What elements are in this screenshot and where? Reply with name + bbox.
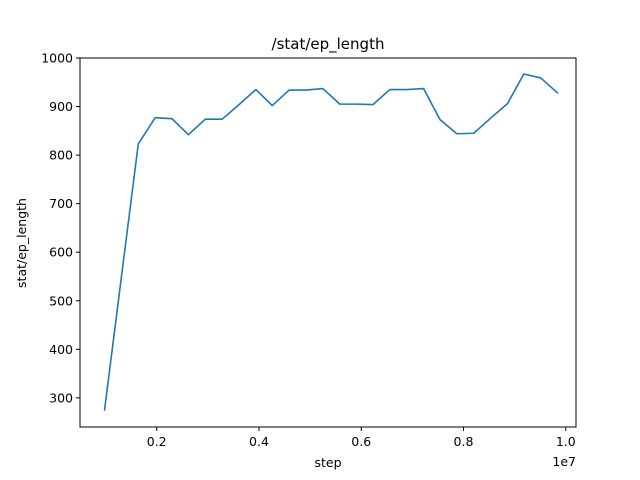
x-tick-label: 0.8	[454, 434, 474, 449]
y-tick-label: 500	[49, 293, 73, 308]
y-tick-label: 900	[49, 99, 73, 114]
y-tick-label: 400	[49, 342, 73, 357]
plot-area	[103, 73, 559, 411]
y-tick-label: 600	[49, 245, 73, 260]
x-tick-label: 0.2	[147, 434, 167, 449]
x-axis-label: step	[314, 455, 341, 470]
y-tick-label: 800	[49, 148, 73, 163]
chart-title: /stat/ep_length	[272, 35, 385, 54]
y-tick-label: 700	[49, 196, 73, 211]
y-axis-label: stat/ep_length	[14, 198, 29, 288]
y-tick-label: 1000	[41, 51, 73, 66]
y-tick-label: 300	[49, 390, 73, 405]
x-tick-label: 0.6	[351, 434, 371, 449]
y-axis-ticks: 300 400 500 600 700 800 900 1000	[41, 51, 80, 405]
axes-frame	[79, 57, 577, 428]
x-tick-label: 0.4	[249, 434, 269, 449]
x-axis-ticks: 0.2 0.4 0.6 0.8 1.0	[147, 427, 576, 449]
x-tick-label: 1.0	[556, 434, 576, 449]
series-line	[103, 73, 559, 411]
x-axis-offset-label: 1e7	[552, 454, 576, 469]
